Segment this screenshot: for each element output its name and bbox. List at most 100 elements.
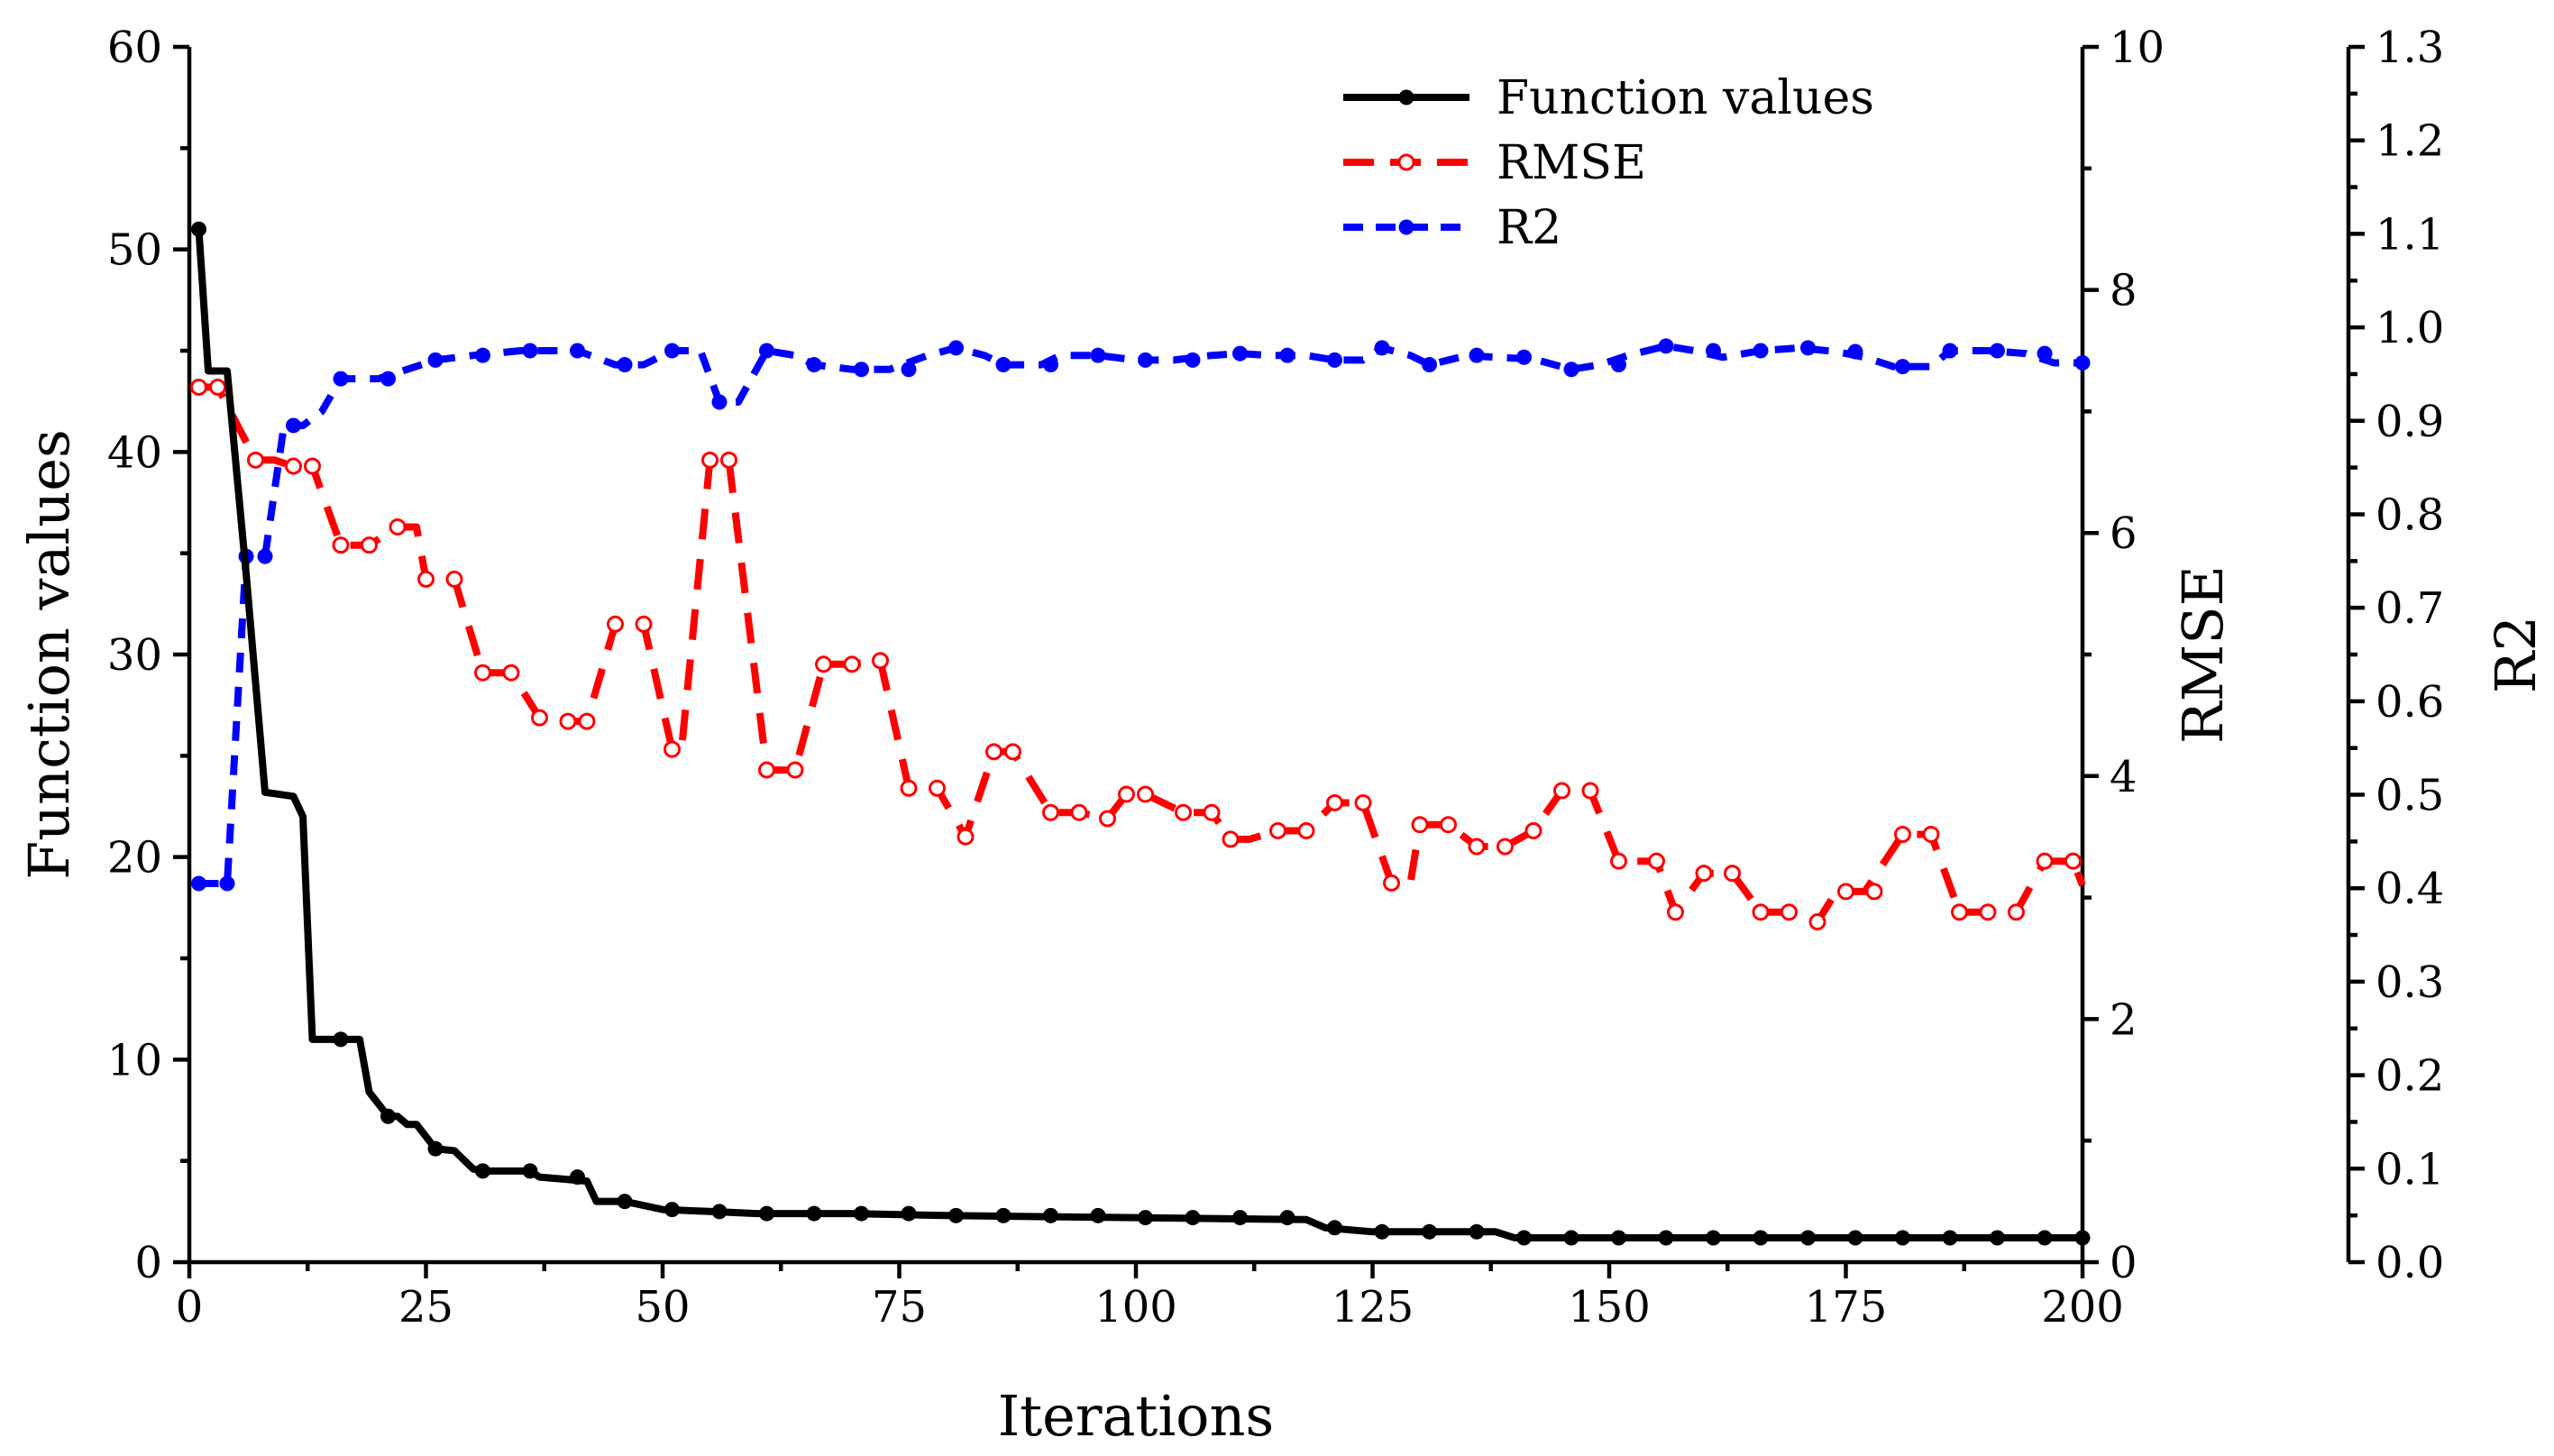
legend-marker-r2 xyxy=(1398,219,1414,235)
function-values-point xyxy=(1658,1230,1674,1246)
rmse-point xyxy=(1752,903,1770,921)
function-values-point xyxy=(191,221,206,237)
rmse-point xyxy=(1695,865,1713,883)
r2-point xyxy=(2037,345,2053,362)
r2-point xyxy=(1563,362,1579,378)
rmse-point xyxy=(531,709,548,727)
function-values-point xyxy=(1611,1230,1626,1246)
left-axis-title: Function values xyxy=(16,429,82,880)
function-values-point xyxy=(380,1108,396,1124)
rmse-point xyxy=(559,712,577,730)
r2-point xyxy=(1942,343,1958,359)
r2-point xyxy=(1895,359,1910,375)
rmse-point xyxy=(1099,810,1116,828)
left-tick-label: 0 xyxy=(134,1238,162,1288)
r2-point xyxy=(617,357,633,373)
r2-point xyxy=(1847,343,1863,360)
function-values-point xyxy=(1469,1223,1485,1240)
rmse-point xyxy=(1269,821,1286,839)
r2-point xyxy=(475,347,490,363)
r2-point xyxy=(333,371,349,387)
rmse-point xyxy=(1203,803,1221,821)
function-values-point xyxy=(1422,1223,1437,1240)
r2-point xyxy=(286,417,301,434)
rmse-point xyxy=(1667,903,1684,921)
rmse-point xyxy=(786,761,804,779)
function-values-point xyxy=(1895,1230,1910,1246)
r2-point xyxy=(1327,352,1342,368)
r2-point xyxy=(1374,340,1390,356)
left-tick-label: 50 xyxy=(107,225,162,276)
r2-point xyxy=(854,362,869,378)
far-right-tick-label: 0.6 xyxy=(2375,677,2444,728)
r2-point xyxy=(995,357,1012,373)
function-values-point xyxy=(2037,1230,2053,1246)
x-tick-label: 200 xyxy=(2041,1282,2124,1332)
rmse-point xyxy=(190,378,207,396)
function-values-point xyxy=(1563,1230,1579,1246)
rmse-point xyxy=(815,655,832,673)
r2-point xyxy=(711,394,728,410)
rmse-point xyxy=(607,615,624,633)
rmse-point xyxy=(389,517,407,536)
function-values-point xyxy=(1232,1210,1248,1226)
x-axis-title: Iterations xyxy=(998,1383,1275,1449)
r2-point xyxy=(1516,349,1532,365)
legend-entry-function-values: Function values xyxy=(1343,71,1874,125)
rmse-point xyxy=(985,743,1002,761)
rmse-point xyxy=(2008,903,2025,921)
function-values-point xyxy=(617,1194,633,1210)
far-right-tick-label: 0.9 xyxy=(2375,397,2444,447)
rmse-line xyxy=(198,383,2086,926)
legend-marker-function-values xyxy=(1398,89,1414,105)
function-values-point xyxy=(1706,1230,1721,1246)
rmse-point xyxy=(872,652,889,670)
left-tick-label: 20 xyxy=(107,833,162,884)
function-values-point xyxy=(1990,1230,2005,1246)
rmse-point xyxy=(1979,903,1997,921)
rmse-point xyxy=(247,451,264,469)
rmse-point xyxy=(1497,838,1514,856)
function-values-line xyxy=(195,228,2083,1241)
rmse-point xyxy=(304,457,321,475)
left-tick-label: 10 xyxy=(107,1035,162,1085)
r2-point xyxy=(1090,347,1106,363)
r2-point xyxy=(1990,343,2005,359)
r2-point xyxy=(664,343,680,359)
r2-point xyxy=(1611,357,1626,373)
function-values-point xyxy=(759,1205,774,1222)
rmse-point xyxy=(1383,874,1400,892)
function-values-point xyxy=(948,1207,964,1223)
far-right-tick-label: 0.3 xyxy=(2375,957,2444,1008)
right-tick-label: 4 xyxy=(2110,752,2137,802)
right-tick-label: 0 xyxy=(2110,1238,2137,1288)
r2-line xyxy=(198,342,2083,887)
far-right-axis-title: R2 xyxy=(2483,616,2549,693)
rmse-point xyxy=(1922,826,1940,844)
rmse-point xyxy=(1581,782,1599,800)
far-right-tick-label: 1.1 xyxy=(2375,209,2444,260)
r2-point xyxy=(1706,343,1721,359)
x-tick-label: 100 xyxy=(1094,1282,1177,1332)
r2-point xyxy=(1185,352,1201,368)
r2-point xyxy=(948,340,964,356)
function-values-point xyxy=(1138,1210,1153,1226)
right-tick-label: 8 xyxy=(2110,266,2137,316)
r2-point xyxy=(522,343,538,359)
rmse-series xyxy=(190,378,2086,931)
rmse-point xyxy=(1411,816,1429,834)
function-values-point xyxy=(1516,1230,1532,1246)
rmse-point xyxy=(1610,852,1627,870)
r2-point xyxy=(1800,340,1816,356)
legend: Function values RMSE R2 xyxy=(1343,71,1874,255)
legend-entry-rmse: RMSE xyxy=(1343,136,1646,190)
far-right-tick-label: 1.3 xyxy=(2375,23,2444,73)
rmse-point xyxy=(209,378,226,396)
left-tick-label: 60 xyxy=(107,23,162,73)
right-axis-title: RMSE xyxy=(2170,565,2236,744)
r2-point xyxy=(257,548,273,564)
function-values-point xyxy=(570,1169,585,1186)
far-right-tick-label: 0.7 xyxy=(2375,583,2444,634)
